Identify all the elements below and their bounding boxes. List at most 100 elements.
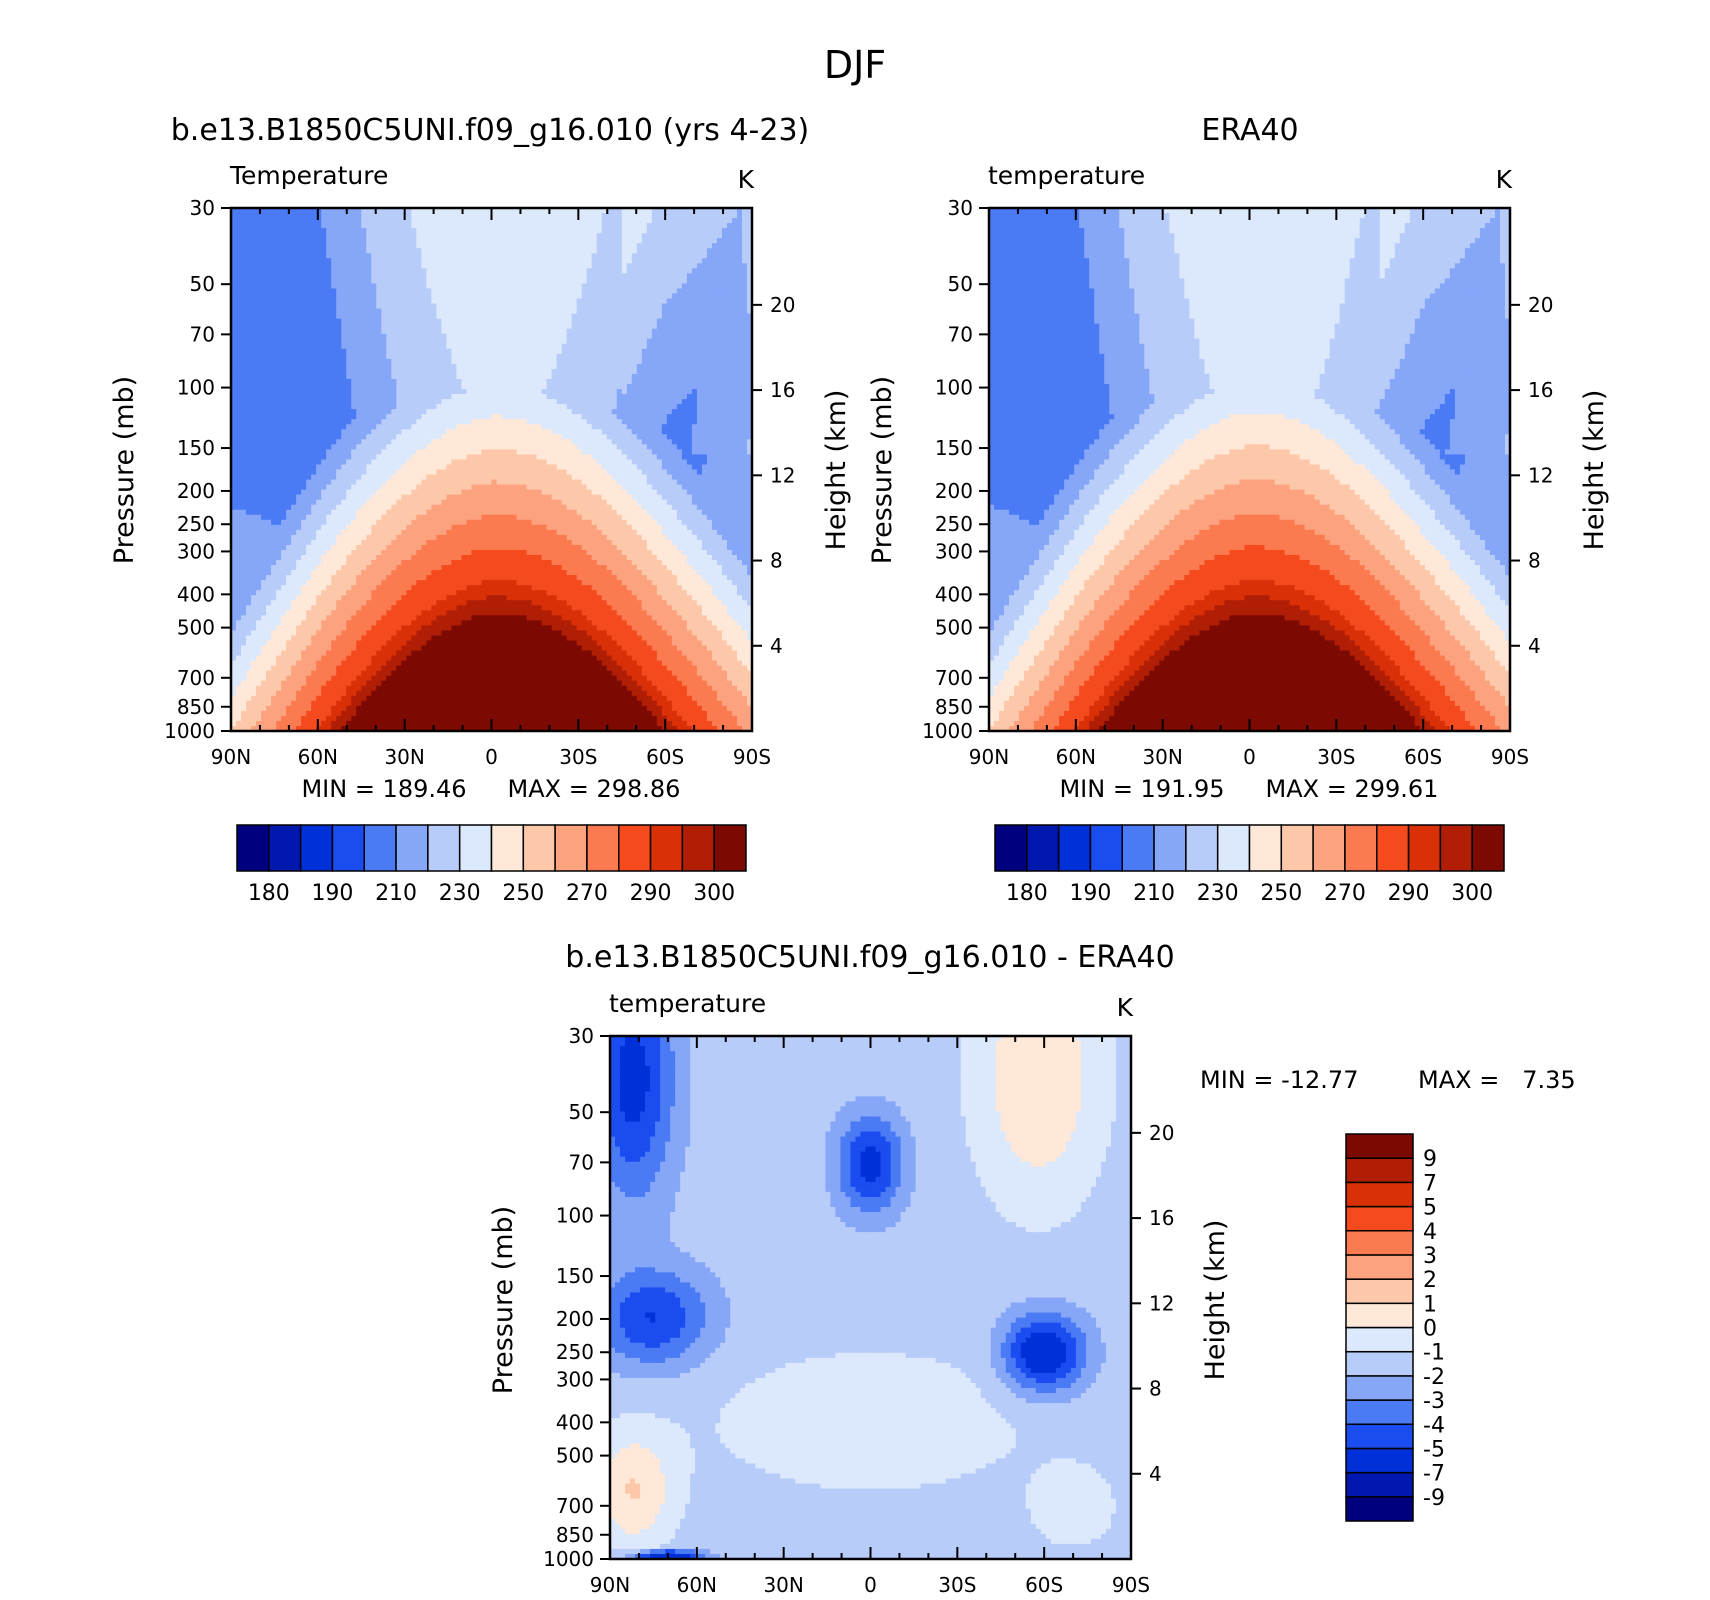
field-cell bbox=[351, 233, 357, 239]
field-cell bbox=[712, 248, 718, 254]
field-cell bbox=[667, 213, 673, 219]
field-cell bbox=[446, 248, 452, 254]
field-cell bbox=[371, 223, 377, 229]
field-cell bbox=[441, 268, 447, 274]
field-cell bbox=[732, 213, 738, 219]
field-cell bbox=[627, 268, 633, 274]
field-cell bbox=[276, 253, 282, 259]
field-cell bbox=[331, 228, 337, 234]
field-cell bbox=[446, 268, 452, 274]
field-cell bbox=[381, 213, 387, 219]
field-cell bbox=[326, 238, 332, 244]
field-cell bbox=[471, 228, 477, 234]
field-cell bbox=[456, 268, 462, 274]
field-cell bbox=[466, 268, 472, 274]
field-cell bbox=[597, 233, 603, 239]
field-cell bbox=[517, 243, 523, 249]
field-cell bbox=[502, 253, 508, 259]
field-cell bbox=[471, 223, 477, 229]
field-cell bbox=[436, 233, 442, 239]
field-cell bbox=[391, 223, 397, 229]
field-cell bbox=[532, 213, 538, 219]
field-cell bbox=[411, 238, 417, 244]
field-cell bbox=[396, 223, 402, 229]
field-cell bbox=[236, 248, 242, 254]
field-cell bbox=[537, 258, 543, 264]
field-cell bbox=[512, 258, 518, 264]
field-cell bbox=[466, 263, 472, 269]
field-cell bbox=[326, 233, 332, 239]
field-cell bbox=[637, 248, 643, 254]
field-cell bbox=[657, 253, 663, 259]
field-cell bbox=[552, 218, 558, 224]
field-cell bbox=[456, 228, 462, 234]
field-cell bbox=[316, 228, 322, 234]
field-cell bbox=[737, 223, 743, 229]
field-cell bbox=[602, 223, 608, 229]
field-cell bbox=[476, 258, 482, 264]
field-cell bbox=[502, 243, 508, 249]
field-cell bbox=[737, 233, 743, 239]
field-cell bbox=[592, 268, 598, 274]
field-cell bbox=[557, 258, 563, 264]
field-cell bbox=[492, 243, 498, 249]
field-cell bbox=[532, 228, 538, 234]
field-cell bbox=[672, 253, 678, 259]
field-cell bbox=[687, 213, 693, 219]
field-cell bbox=[471, 253, 477, 259]
field-cell bbox=[416, 248, 422, 254]
field-cell bbox=[497, 253, 503, 259]
field-cell bbox=[657, 248, 663, 254]
field-cell bbox=[522, 228, 528, 234]
field-cell bbox=[557, 228, 563, 234]
field-cell bbox=[667, 228, 673, 234]
field-cell bbox=[366, 268, 372, 274]
field-cell bbox=[552, 233, 558, 239]
field-cell bbox=[522, 263, 528, 269]
field-cell bbox=[281, 263, 287, 269]
field-cell bbox=[697, 233, 703, 239]
field-cell bbox=[552, 213, 558, 219]
field-cell bbox=[572, 213, 578, 219]
field-cell bbox=[672, 258, 678, 264]
field-cell bbox=[291, 233, 297, 239]
field-cell bbox=[722, 243, 728, 249]
field-cell bbox=[426, 238, 432, 244]
field-cell bbox=[306, 213, 312, 219]
field-cell bbox=[481, 253, 487, 259]
field-cell bbox=[281, 248, 287, 254]
field-cell bbox=[652, 263, 658, 269]
field-cell bbox=[361, 258, 367, 264]
field-cell bbox=[517, 223, 523, 229]
field-cell bbox=[416, 213, 422, 219]
field-cell bbox=[587, 268, 593, 274]
field-cell bbox=[532, 238, 538, 244]
field-cell bbox=[612, 223, 618, 229]
field-cell bbox=[597, 223, 603, 229]
field-cell bbox=[251, 238, 257, 244]
field-cell bbox=[296, 233, 302, 239]
field-cell bbox=[361, 263, 367, 269]
field-cell bbox=[376, 213, 382, 219]
field-cell bbox=[471, 248, 477, 254]
field-cell bbox=[657, 228, 663, 234]
field-cell bbox=[707, 223, 713, 229]
field-cell bbox=[712, 253, 718, 259]
field-cell bbox=[497, 218, 503, 224]
field-cell bbox=[336, 213, 342, 219]
field-cell bbox=[391, 268, 397, 274]
field-cell bbox=[416, 218, 422, 224]
field-cell bbox=[647, 228, 653, 234]
field-cell bbox=[401, 248, 407, 254]
field-cell bbox=[366, 228, 372, 234]
field-cell bbox=[582, 233, 588, 239]
field-cell bbox=[351, 238, 357, 244]
field-cell bbox=[662, 263, 668, 269]
field-cell bbox=[607, 243, 613, 249]
field-cell bbox=[356, 258, 362, 264]
field-cell bbox=[436, 213, 442, 219]
field-cell bbox=[241, 223, 247, 229]
field-cell bbox=[236, 243, 242, 249]
field-cell bbox=[416, 258, 422, 264]
field-cell bbox=[286, 233, 292, 239]
